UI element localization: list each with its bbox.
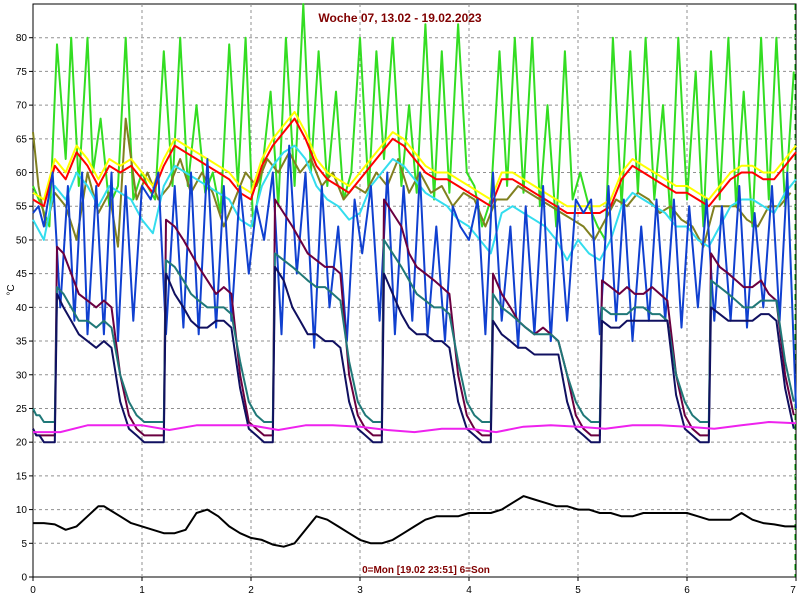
series-line [32, 265, 795, 444]
y-tick-label: 75 [16, 67, 28, 78]
y-tick-label: 0 [21, 573, 27, 584]
chart-title: Woche 07, 13.02 - 19.02.2023 [318, 11, 482, 25]
series-line [32, 117, 797, 214]
y-tick-label: 65 [16, 134, 28, 145]
x-tick-label: 7 [790, 585, 796, 596]
y-tick-label: 35 [16, 337, 28, 348]
y-tick-label: 80 [16, 33, 28, 44]
series-layer [32, 3, 797, 548]
series-line [33, 495, 796, 548]
x-tick-label: 1 [139, 585, 145, 596]
x-tick-label: 0 [30, 585, 36, 596]
chart-footer: 0=Mon [19.02 23:51] 6=Son [362, 565, 490, 576]
y-axis-label: °C [6, 284, 17, 295]
x-tick-label: 6 [684, 585, 690, 596]
y-tick-label: 25 [16, 404, 28, 415]
y-tick-label: 15 [16, 471, 28, 482]
y-tick-label: 30 [16, 370, 28, 381]
y-tick-label: 70 [16, 101, 28, 112]
series-line [32, 238, 795, 423]
series-line [33, 421, 797, 434]
y-tick-label: 40 [16, 303, 28, 314]
y-tick-label: 50 [16, 235, 28, 246]
y-tick-label: 60 [16, 168, 28, 179]
x-tick-label: 2 [248, 585, 254, 596]
y-tick-label: 10 [16, 505, 28, 516]
x-tick-label: 4 [466, 585, 472, 596]
y-tick-label: 5 [21, 539, 27, 550]
series-line [32, 198, 795, 437]
x-tick-label: 3 [357, 585, 363, 596]
series-line [32, 110, 797, 208]
y-tick-label: 20 [16, 438, 28, 449]
x-tick-label: 5 [575, 585, 581, 596]
y-tick-label: 55 [16, 202, 28, 213]
y-tick-label: 45 [16, 269, 28, 280]
